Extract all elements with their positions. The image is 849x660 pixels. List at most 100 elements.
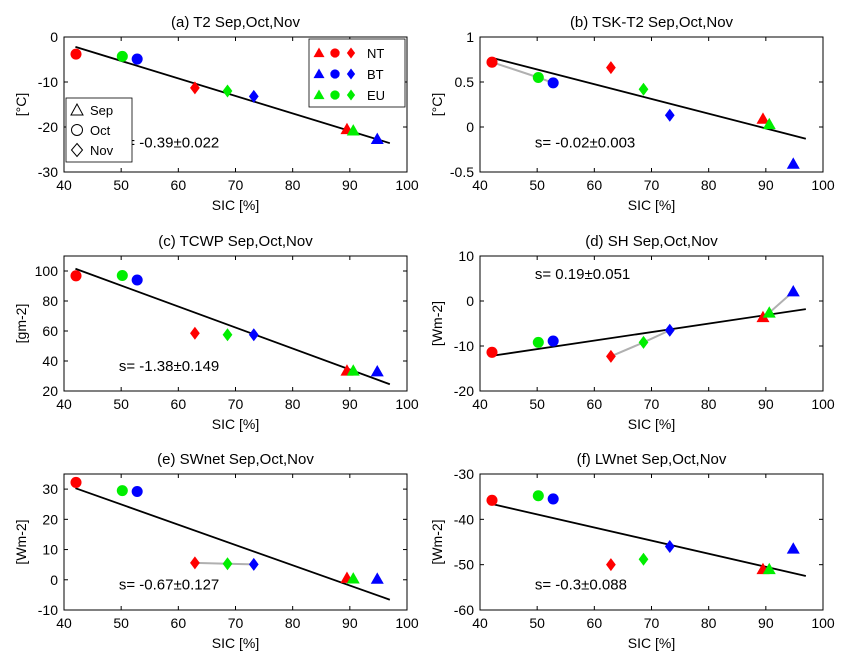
data-point-bt-sep	[370, 365, 384, 377]
legend-month-marker-circle	[71, 124, 83, 136]
slope-annotation: s= -0.02±0.003	[535, 135, 635, 152]
data-point-nt-oct	[70, 48, 82, 60]
y-tick-label: -20	[38, 119, 58, 135]
y-tick-label: 60	[42, 323, 58, 339]
plot-area	[479, 473, 824, 611]
chart-title: (a) T2 Sep,Oct,Nov	[171, 14, 300, 31]
y-axis-label: [°C]	[429, 93, 445, 117]
legend-marker-circle	[330, 69, 340, 79]
y-axis-label: [gm-2]	[13, 304, 29, 344]
y-tick-label: 0.5	[455, 74, 475, 90]
plot-area	[479, 36, 824, 173]
data-point-bt-oct	[547, 335, 559, 347]
chart-panel-2: (b) TSK-T2 Sep,Oct,Nov 40 50 60 70 80 90 100 -0.…	[429, 14, 835, 213]
data-point-bt-nov	[248, 89, 259, 103]
data-point-nt-oct	[486, 346, 498, 358]
data-point-eu-sep	[762, 117, 776, 130]
slope-annotation: s= -1.38±0.149	[119, 358, 219, 375]
chart-title: (f) LWnet Sep,Oct,Nov	[577, 451, 727, 468]
legend-marker-diamond	[346, 68, 356, 80]
x-tick-label: 80	[285, 615, 301, 631]
x-tick-label: 90	[758, 615, 774, 631]
x-tick-label: 70	[644, 615, 660, 631]
legend-marker-triangle	[313, 89, 325, 100]
x-tick-label: 40	[472, 615, 488, 631]
data-point-bt-oct	[131, 486, 143, 498]
data-point-eu-oct	[116, 485, 128, 497]
y-tick-label: 10	[42, 542, 58, 558]
y-tick-label: 100	[35, 263, 59, 279]
slope-annotation: s= 0.19±0.051	[535, 266, 630, 283]
x-tick-label: 40	[56, 396, 72, 412]
x-tick-label: 50	[529, 615, 545, 631]
x-tick-label: 100	[395, 177, 419, 193]
legend-month-marker-triangle	[70, 102, 84, 116]
regression-line	[491, 503, 807, 577]
y-tick-label: -10	[454, 338, 474, 354]
chart-title: (b) TSK-T2 Sep,Oct,Nov	[570, 14, 734, 31]
data-point-nt-sep	[756, 310, 770, 323]
y-tick-label: -10	[38, 602, 58, 618]
chart-panel-6: (f) LWnet Sep,Oct,Nov 40 50 60 70 80 90 100 -60 -…	[429, 451, 835, 651]
legend-marker-diamond	[346, 89, 356, 101]
data-point-eu-oct	[116, 50, 128, 62]
x-tick-label: 60	[587, 615, 603, 631]
data-point-eu-oct	[116, 269, 128, 282]
data-point-bt-oct	[131, 274, 143, 286]
legend-series-label: EU	[367, 88, 385, 103]
x-axis-label: SIC [%]	[212, 197, 259, 213]
legend-marker-circle	[330, 90, 340, 100]
data-point-eu-oct	[532, 336, 544, 348]
y-tick-label: 30	[42, 481, 58, 497]
series-legend: NT BT EU	[308, 38, 406, 108]
chart-title: (d) SH Sep,Oct,Nov	[585, 233, 718, 250]
y-tick-label: -10	[38, 74, 58, 90]
x-tick-label: 60	[171, 177, 187, 193]
x-tick-label: 70	[644, 177, 660, 193]
x-axis-label: SIC [%]	[212, 635, 259, 651]
legend-series-label: NT	[367, 46, 384, 61]
x-tick-label: 100	[395, 396, 419, 412]
x-tick-label: 60	[171, 615, 187, 631]
data-point-bt-nov	[248, 328, 259, 342]
data-point-nt-oct	[70, 270, 82, 282]
data-point-eu-sep	[346, 364, 360, 376]
y-tick-label: 0	[50, 572, 58, 588]
x-tick-label: 60	[171, 396, 187, 412]
y-tick-label: -30	[38, 164, 58, 180]
data-point-eu-sep	[346, 124, 360, 136]
x-tick-label: 80	[285, 396, 301, 412]
data-point-bt-nov	[664, 540, 675, 554]
x-tick-label: 50	[113, 177, 129, 193]
x-tick-label: 100	[811, 396, 835, 412]
x-tick-label: 80	[701, 177, 717, 193]
y-tick-label: 0	[466, 293, 474, 309]
regression-line	[491, 308, 806, 357]
y-tick-label: -0.5	[450, 164, 474, 180]
data-point-bt-oct	[547, 77, 559, 89]
legend-marker-diamond	[346, 47, 356, 59]
chart-title: (c) TCWP Sep,Oct,Nov	[158, 233, 313, 250]
x-tick-label: 60	[587, 177, 603, 193]
y-tick-label: 20	[42, 383, 58, 399]
x-tick-label: 90	[342, 177, 358, 193]
legend-marker-circle	[330, 48, 340, 58]
data-point-eu-nov	[222, 328, 233, 342]
x-tick-label: 90	[342, 615, 358, 631]
x-axis-label: SIC [%]	[628, 635, 675, 651]
x-tick-label: 80	[285, 177, 301, 193]
month-legend-box	[65, 97, 133, 163]
x-tick-label: 80	[701, 615, 717, 631]
x-axis-label: SIC [%]	[628, 416, 675, 432]
data-point-bt-sep	[786, 157, 800, 169]
x-tick-label: 40	[472, 177, 488, 193]
plot-area	[479, 255, 824, 392]
chart-panel-4: (d) SH Sep,Oct,Nov 40 50 60 70 80 90 100 -20 -10 0…	[429, 233, 835, 432]
x-tick-label: 70	[228, 615, 244, 631]
y-tick-label: 40	[42, 353, 58, 369]
x-tick-label: 40	[56, 177, 72, 193]
data-point-bt-nov	[664, 323, 675, 337]
data-point-nt-nov	[190, 556, 200, 570]
data-point-nt-sep	[756, 112, 770, 124]
x-tick-label: 70	[644, 396, 660, 412]
